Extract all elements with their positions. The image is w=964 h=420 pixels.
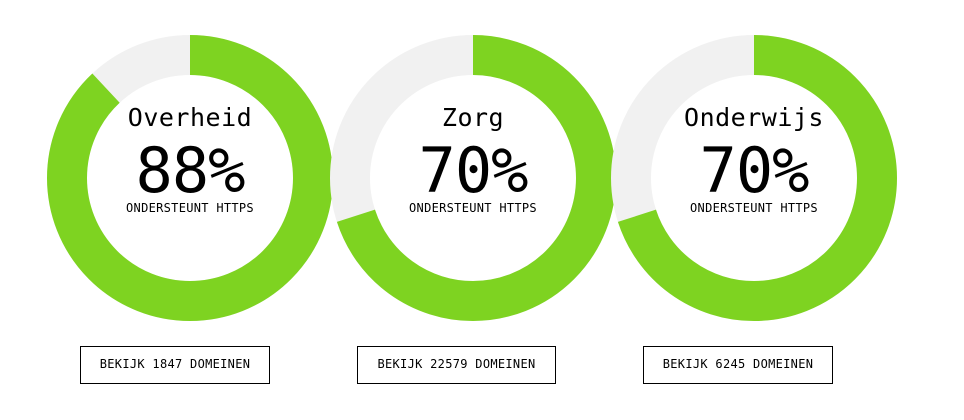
https-donut-chart: [329, 34, 617, 322]
sector-card-overheid: Overheid 88% ONDERSTEUNT HTTPS BEKIJK 18…: [46, 0, 346, 420]
view-domains-button-overheid[interactable]: BEKIJK 1847 DOMEINEN: [80, 346, 270, 384]
percentage-caption: ONDERSTEUNT HTTPS: [690, 201, 818, 215]
donut-center: Zorg 70% ONDERSTEUNT HTTPS: [329, 34, 617, 322]
view-domains-button-onderwijs[interactable]: BEKIJK 6245 DOMEINEN: [643, 346, 833, 384]
https-donut-chart: [46, 34, 334, 322]
percentage-caption: ONDERSTEUNT HTTPS: [409, 201, 537, 215]
percentage-value: 70%: [699, 134, 810, 207]
view-domains-button-zorg[interactable]: BEKIJK 22579 DOMEINEN: [357, 346, 556, 384]
https-donut-chart: [610, 34, 898, 322]
donut-center: Onderwijs 70% ONDERSTEUNT HTTPS: [610, 34, 898, 322]
donut-fill: [611, 35, 897, 321]
donut-center: Overheid 88% ONDERSTEUNT HTTPS: [46, 34, 334, 322]
percentage-caption: ONDERSTEUNT HTTPS: [126, 201, 254, 215]
donut-fill: [47, 35, 333, 321]
sector-label: Zorg: [441, 103, 505, 132]
donut-fill: [330, 35, 616, 321]
sector-card-zorg: Zorg 70% ONDERSTEUNT HTTPS BEKIJK 22579 …: [329, 0, 629, 420]
percentage-value: 88%: [135, 134, 246, 207]
sector-label: Overheid: [127, 103, 253, 132]
sector-label: Onderwijs: [684, 103, 824, 132]
sector-card-onderwijs: Onderwijs 70% ONDERSTEUNT HTTPS BEKIJK 6…: [610, 0, 910, 420]
percentage-value: 70%: [418, 134, 529, 207]
